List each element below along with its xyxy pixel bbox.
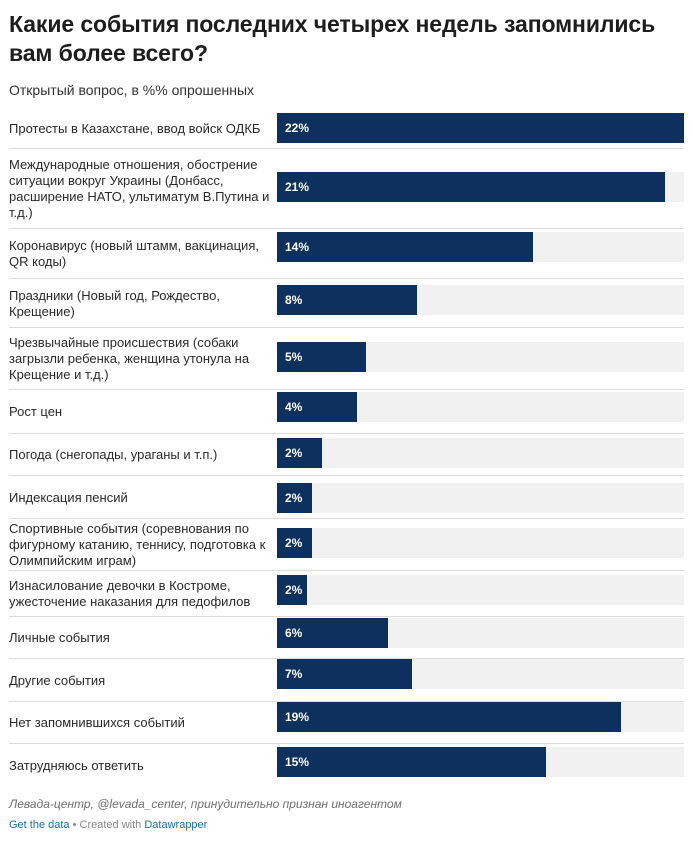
footer-credits: Get the data • Created with Datawrapper bbox=[9, 819, 207, 831]
category-label: Чрезвычайные происшествия (собаки загрыз… bbox=[9, 335, 250, 382]
value-label: 22% bbox=[285, 121, 310, 135]
chart-row: Другие события 7% bbox=[9, 658, 684, 701]
category-label: Другие события bbox=[9, 673, 106, 688]
category-label: Коронавирус (новый штамм, вакцинация, QR… bbox=[9, 238, 259, 269]
bar-track: 15% bbox=[277, 747, 684, 777]
bar bbox=[277, 342, 366, 372]
bar-track: 4% bbox=[277, 392, 684, 422]
chart-row: Праздники (Новый год, Рождество, Крещени… bbox=[9, 278, 684, 327]
category-label: Протесты в Казахстане, ввод войск ОДКБ bbox=[9, 121, 261, 136]
value-label: 5% bbox=[285, 350, 303, 364]
bar-track: 2% bbox=[277, 528, 684, 558]
chart-row: Затрудняюсь ответить 15% bbox=[9, 743, 684, 787]
bar bbox=[277, 528, 312, 558]
chart-row: Нет запомнившихся событий 19% bbox=[9, 701, 684, 743]
category-label: Погода (снегопады, ураганы и т.п.) bbox=[9, 447, 218, 462]
category-label: Нет запомнившихся событий bbox=[9, 715, 185, 730]
chart-row: Изнасилование девочки в Костроме, ужесто… bbox=[9, 570, 684, 616]
bar-track: 19% bbox=[277, 702, 684, 732]
bar bbox=[277, 575, 307, 605]
value-label: 14% bbox=[285, 240, 310, 254]
bar-track: 22% bbox=[277, 113, 684, 143]
value-label: 6% bbox=[285, 626, 303, 640]
chart-row: Рост цен 4% bbox=[9, 389, 684, 433]
bar bbox=[277, 483, 312, 513]
category-label: Рост цен bbox=[9, 404, 63, 419]
bar-track: 14% bbox=[277, 232, 684, 262]
category-label: Индексация пенсий bbox=[9, 490, 128, 505]
value-label: 7% bbox=[285, 667, 303, 681]
chart-subtitle: Открытый вопрос, в %% опрошенных bbox=[9, 82, 255, 98]
chart-row: Личные события 6% bbox=[9, 616, 684, 658]
bar bbox=[277, 618, 388, 648]
category-label: Международные отношения, обострение ситу… bbox=[9, 157, 270, 220]
category-label: Праздники (Новый год, Рождество, Крещени… bbox=[9, 288, 220, 319]
bar-track: 5% bbox=[277, 342, 684, 372]
bar-track: 6% bbox=[277, 618, 684, 648]
value-label: 2% bbox=[285, 491, 303, 505]
value-label: 4% bbox=[285, 400, 303, 414]
bar bbox=[277, 438, 322, 468]
bar-track: 2% bbox=[277, 575, 684, 605]
value-label: 8% bbox=[285, 293, 303, 307]
bar bbox=[277, 747, 546, 777]
category-label: Затрудняюсь ответить bbox=[9, 758, 144, 773]
chart-row: Спортивные события (соревнования по фигу… bbox=[9, 518, 684, 570]
bar bbox=[277, 659, 412, 689]
chart-row: Погода (снегопады, ураганы и т.п.) 2% bbox=[9, 433, 684, 475]
footer-separator: • bbox=[72, 819, 77, 831]
value-label: 21% bbox=[285, 180, 310, 194]
category-label: Личные события bbox=[9, 630, 110, 645]
bar-track: 21% bbox=[277, 172, 684, 202]
source-note: Левада-центр, @levada_center, принудител… bbox=[9, 797, 402, 811]
created-with-text: Created with bbox=[79, 819, 142, 831]
value-label: 2% bbox=[285, 536, 303, 550]
chart-row: Индексация пенсий 2% bbox=[9, 475, 684, 518]
value-label: 15% bbox=[285, 755, 310, 769]
datawrapper-link[interactable]: Datawrapper bbox=[144, 819, 208, 831]
chart-title: Какие события последних четырех недель з… bbox=[9, 11, 656, 66]
get-data-link[interactable]: Get the data bbox=[9, 819, 70, 831]
value-label: 2% bbox=[285, 583, 303, 597]
bar-track: 7% bbox=[277, 659, 684, 689]
value-label: 19% bbox=[285, 710, 310, 724]
bar-track: 2% bbox=[277, 483, 684, 513]
value-label: 2% bbox=[285, 446, 303, 460]
chart-row: Международные отношения, обострение ситу… bbox=[9, 148, 684, 228]
bar bbox=[277, 702, 621, 732]
bar bbox=[277, 232, 533, 262]
bar-track: 2% bbox=[277, 438, 684, 468]
chart-row: Коронавирус (новый штамм, вакцинация, QR… bbox=[9, 228, 684, 278]
bar bbox=[277, 392, 357, 422]
bar bbox=[277, 172, 665, 202]
chart-row: Протесты в Казахстане, ввод войск ОДКБ 22… bbox=[9, 110, 684, 148]
bar-track: 8% bbox=[277, 285, 684, 315]
category-label: Спортивные события (соревнования по фигу… bbox=[9, 521, 266, 568]
bar bbox=[277, 113, 684, 143]
chart-row: Чрезвычайные происшествия (собаки загрыз… bbox=[9, 327, 684, 389]
bar bbox=[277, 285, 417, 315]
category-label: Изнасилование девочки в Костроме, ужесто… bbox=[9, 578, 251, 609]
